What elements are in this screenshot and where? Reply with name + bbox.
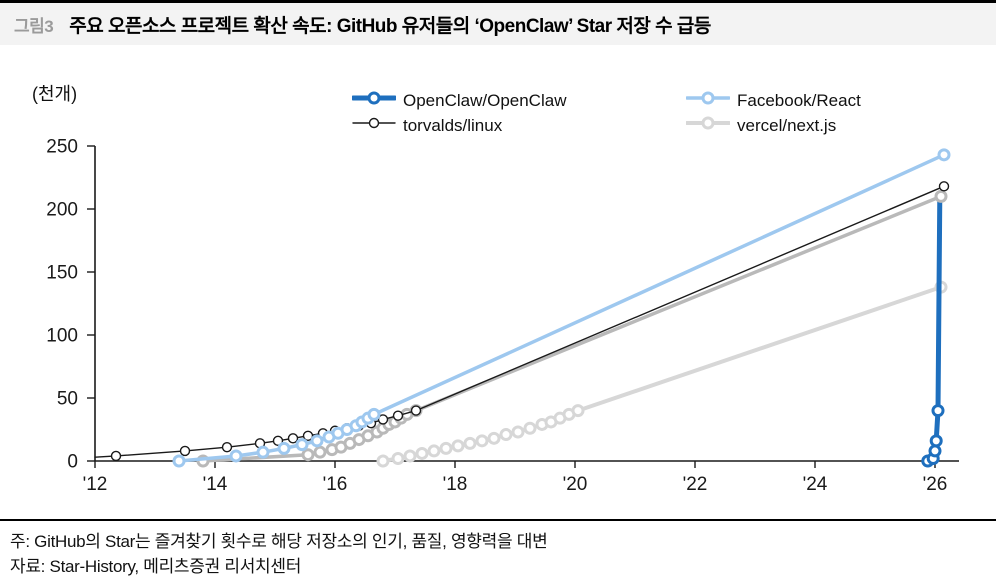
series-facebook-react bbox=[172, 148, 951, 468]
y-tick-label: 250 bbox=[46, 137, 78, 158]
y-axis-unit-label: (천개) bbox=[32, 84, 78, 104]
figure-title-bar: 그림3 주요 오픈소스 프로젝트 확산 속도: GitHub 유저들의 ‘Ope… bbox=[0, 3, 996, 45]
footer-divider bbox=[0, 519, 996, 521]
legend-swatch-linux-icon bbox=[352, 112, 396, 139]
x-tick-label: '12 bbox=[83, 474, 108, 495]
legend-item-openclaw: OpenClaw/OpenClaw bbox=[350, 87, 567, 114]
source-text: 자료: Star-History, 메리츠증권 리서치센터 bbox=[10, 557, 302, 576]
legend-swatch-react-icon bbox=[685, 87, 731, 114]
line-chart: 0 50 100 150 200 250 '12 '14 '16 '18 '20 '22 '24 '26 bbox=[46, 137, 959, 495]
legend-item-nextjs: vercel/next.js bbox=[685, 112, 837, 139]
legend-label-nextjs: vercel/next.js bbox=[737, 115, 837, 135]
legend-item-react: Facebook/React bbox=[685, 87, 861, 114]
y-tick-label: 50 bbox=[57, 389, 78, 410]
legend-swatch-openclaw-icon bbox=[350, 87, 398, 114]
x-tick-label: '20 bbox=[563, 474, 588, 495]
legend-label-linux: torvalds/linux bbox=[403, 115, 503, 135]
top-border-bar bbox=[0, 0, 996, 3]
figure-title: 주요 오픈소스 프로젝트 확산 속도: GitHub 유저들의 ‘OpenCla… bbox=[69, 15, 711, 37]
y-tick-label: 150 bbox=[46, 263, 78, 284]
x-tick-label: '22 bbox=[683, 474, 708, 495]
y-tick-label: 100 bbox=[46, 326, 78, 347]
y-tick-label: 200 bbox=[46, 200, 78, 221]
legend-swatch-nextjs-icon bbox=[685, 112, 731, 139]
legend-label-react: Facebook/React bbox=[737, 90, 861, 110]
y-tick-label: 0 bbox=[67, 452, 78, 473]
series-vercel-next-js bbox=[376, 280, 948, 468]
x-tick-label: '18 bbox=[443, 474, 468, 495]
legend-item-linux: torvalds/linux bbox=[352, 112, 502, 139]
x-tick-label: '16 bbox=[323, 474, 348, 495]
x-tick-label: '14 bbox=[203, 474, 228, 495]
footnote-text: 주: GitHub의 Star는 즐겨찾기 횟수로 해당 저장소의 인기, 품질… bbox=[10, 532, 548, 551]
legend-label-openclaw: OpenClaw/OpenClaw bbox=[403, 90, 567, 110]
series-torvalds-linux bbox=[94, 181, 950, 462]
x-tick-label: '26 bbox=[923, 474, 948, 495]
series-openclaw-openclaw bbox=[921, 193, 945, 468]
x-tick-label: '24 bbox=[803, 474, 828, 495]
chart-axes: 0 50 100 150 200 250 '12 '14 '16 '18 '20 '22 '24 '26 bbox=[46, 137, 959, 495]
figure-number-label: 그림3 bbox=[14, 16, 54, 36]
